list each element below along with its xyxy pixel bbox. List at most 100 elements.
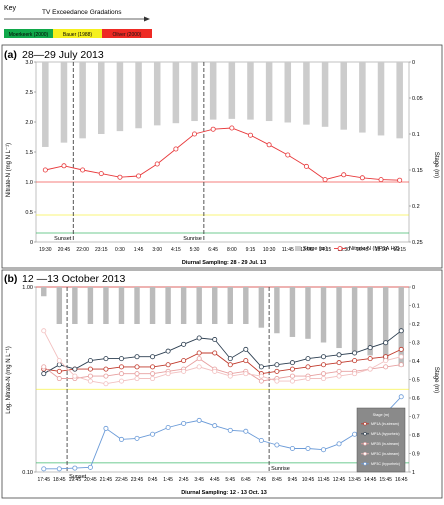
panel-b-data-point bbox=[258, 373, 264, 379]
panel-b-data-point bbox=[103, 425, 109, 431]
panel-b-data-point bbox=[336, 360, 342, 366]
panel-a-stage-bar bbox=[135, 62, 142, 129]
panel-b-stage-bar bbox=[87, 287, 94, 324]
panel-a-data-point bbox=[359, 175, 365, 181]
panel-b-data-point bbox=[289, 373, 295, 379]
panel-a-xtick-label: 0:30 bbox=[115, 247, 125, 253]
panel-b-data-point bbox=[150, 364, 156, 370]
key-title: Key bbox=[4, 5, 17, 12]
panel-a-stage-bar bbox=[284, 62, 292, 123]
panel-b-data-point bbox=[87, 358, 93, 364]
panel-b-data-point bbox=[196, 417, 202, 423]
panel-b-data-point bbox=[41, 328, 47, 334]
panel-b-data-point bbox=[118, 371, 124, 377]
panel-b-xtick-label: 23:45 bbox=[131, 477, 144, 483]
panel-b-data-point bbox=[383, 340, 389, 346]
panel-b-stage-bar bbox=[196, 287, 202, 324]
panel-b-series-line bbox=[43, 396, 402, 470]
panel-b-xtick-label: 0:45 bbox=[148, 477, 158, 483]
panel-b-data-point bbox=[87, 464, 93, 470]
panel-b-xtick-label: 12:45 bbox=[333, 477, 346, 483]
key-swatch-moerkeerk bbox=[4, 29, 53, 38]
panel-b-data-point bbox=[274, 378, 280, 384]
panel-a-sunrise-label: Sunrise bbox=[183, 236, 202, 242]
panel-b-xtick-label: 21:45 bbox=[100, 477, 113, 483]
panel-b-legend-entry: MP1A (hyporheic) bbox=[371, 432, 400, 436]
panel-b-data-point bbox=[56, 358, 62, 364]
panel-b-data-point bbox=[243, 428, 249, 434]
panel-a-xtick-label: 14:15 bbox=[319, 247, 332, 253]
panel-a-legend-marker-nitrate bbox=[337, 246, 343, 251]
panel-a-xtick-label: 16:45 bbox=[356, 247, 369, 253]
panel-b-data-point bbox=[181, 420, 187, 426]
panel-b-xtick-label: 2:45 bbox=[179, 477, 189, 483]
panel-a-y2tick-label: 0.15 bbox=[412, 168, 423, 174]
panel-b-data-point bbox=[383, 364, 389, 370]
panel-b-data-point bbox=[305, 376, 311, 382]
panel-b-data-point bbox=[212, 350, 218, 356]
panel-b-data-point bbox=[165, 424, 171, 430]
panel-a-data-point bbox=[173, 146, 179, 152]
panel-b-y2tick-label: 0.6 bbox=[412, 396, 420, 402]
panel-a-xtick-label: 20:45 bbox=[58, 247, 71, 253]
panel-b-data-point bbox=[118, 436, 124, 442]
panel-b-data-point bbox=[196, 364, 202, 370]
panel-b-data-point bbox=[352, 358, 358, 364]
panel-a-stage-bar bbox=[377, 62, 385, 136]
panel-b-series-line bbox=[43, 330, 402, 375]
panel-b-stage-bar bbox=[103, 287, 109, 324]
panel-b-y2tick-label: 0.9 bbox=[412, 452, 420, 458]
panel-b-xlabel: Diurnal Sampling: 12 - 13 Oct. 13 bbox=[181, 490, 267, 496]
panel-b-data-point bbox=[289, 360, 295, 366]
panel-b-data-point bbox=[87, 366, 93, 372]
panel-b-xtick-label: 3:45 bbox=[194, 477, 204, 483]
panel-b-ytick-label: 1.00 bbox=[22, 285, 33, 291]
panel-a-legend-swatch-stage bbox=[295, 246, 301, 251]
panel-a-ytick-label: 0.5 bbox=[25, 210, 33, 216]
panel-a-xtick-label: 1:45 bbox=[134, 247, 144, 253]
panel-a-data-point bbox=[117, 174, 123, 180]
panel-b-data-point bbox=[87, 373, 93, 379]
panel-b-stage-bar bbox=[336, 287, 342, 349]
panel-a-y2tick-label: 0 bbox=[412, 60, 415, 66]
panel-a-xtick-label: 5:30 bbox=[190, 247, 200, 253]
panel-b-y2tick-label: 1 bbox=[412, 470, 415, 476]
panel-a-data-point bbox=[266, 142, 272, 148]
panel-b-xtick-label: 15:45 bbox=[379, 477, 392, 483]
panel-b-data-point bbox=[289, 378, 295, 384]
panel-a-data-point bbox=[322, 177, 328, 183]
panel-b-data-point bbox=[103, 356, 109, 362]
panel-b-data-point bbox=[181, 368, 187, 374]
panel-b-data-point bbox=[72, 366, 78, 372]
panel-a-y2tick-label: 0.1 bbox=[412, 132, 420, 138]
panel-b-ylabel: Log. Nitrate-N (mg N L⁻¹) bbox=[6, 346, 12, 414]
panel-b-data-point bbox=[72, 465, 78, 471]
panel-a-xtick-label: 19:15 bbox=[393, 247, 406, 253]
panel-b-stage-bar bbox=[243, 287, 249, 324]
panel-b-data-point bbox=[398, 394, 404, 400]
panel-b-data-point bbox=[41, 466, 47, 472]
panel-a-data-point bbox=[80, 167, 86, 173]
panel-b-data-point bbox=[56, 368, 62, 374]
panel-a-xtick-label: 4:15 bbox=[171, 247, 181, 253]
panel-a-stage-bar bbox=[42, 62, 49, 147]
panel-b-y2tick-label: 0 bbox=[412, 285, 415, 291]
panel-a-plot: 0 0.5 1.0 1.5 2.0 2.5 3.0 0 0.05 0.1 0.15 0.2 0.25 19… bbox=[25, 60, 422, 253]
panel-a-stage-bar bbox=[172, 62, 180, 124]
key-arrow-label: TV Exceedance Gradations bbox=[42, 9, 122, 16]
panel-a-data-point bbox=[192, 131, 198, 137]
panel-a-xtick-label: 10:30 bbox=[263, 247, 276, 253]
panel-b-data-point bbox=[181, 358, 187, 364]
panel-a-y2tick-label: 0.25 bbox=[412, 240, 423, 246]
panel-b-legend-marker bbox=[363, 422, 367, 426]
panel-b-data-point bbox=[274, 442, 280, 448]
panel-a-y2tick-label: 0.2 bbox=[412, 204, 420, 210]
panel-b-plot: 0.10 1.00 0 0.1 0.2 0.3 0.4 0.5 0.6 0.7 0.8 0.9 1 17:… bbox=[22, 285, 419, 483]
panel-b-y2tick-label: 0.3 bbox=[412, 341, 420, 347]
panel-b-data-point bbox=[321, 362, 327, 368]
panel-b-data-point bbox=[305, 356, 311, 362]
panel-b-title: 12 —13 October 2013 bbox=[22, 273, 125, 285]
panel-a-data-point bbox=[136, 173, 142, 179]
panel-b-data-point bbox=[212, 368, 218, 374]
